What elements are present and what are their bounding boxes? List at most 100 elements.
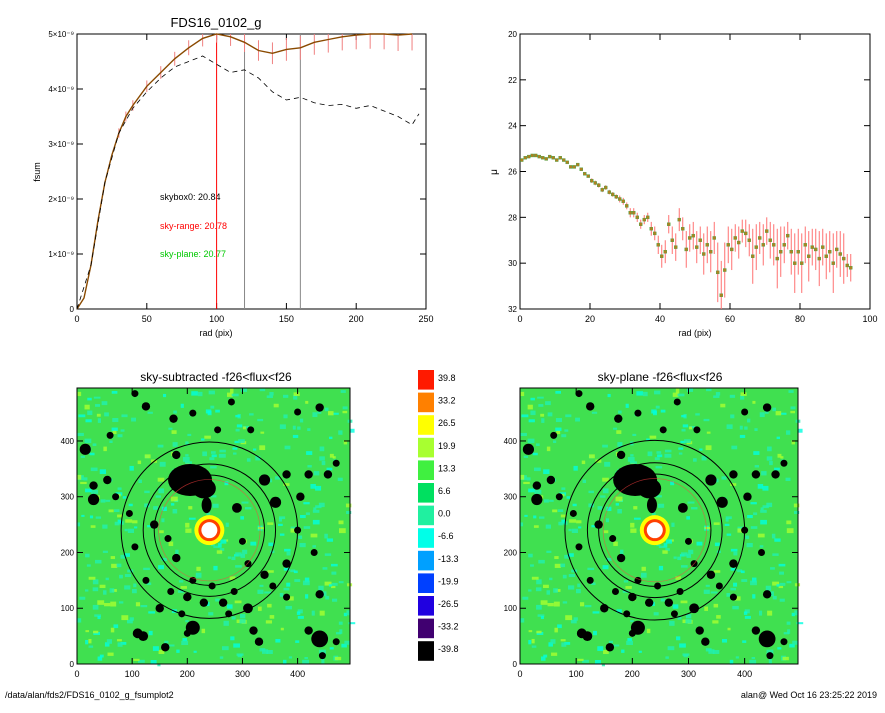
noise-patch [158, 488, 165, 494]
y-tick-label: 26 [508, 168, 517, 177]
masked-galaxy [191, 478, 216, 499]
noise-patch [157, 663, 161, 667]
noise-patch [790, 410, 796, 414]
mu-point [541, 156, 545, 160]
noise-patch [727, 627, 731, 631]
masked-source [616, 553, 626, 563]
masked-source [304, 470, 313, 479]
noise-patch [744, 426, 748, 430]
noise-patch [757, 483, 764, 489]
mu-point [656, 243, 660, 247]
masked-source [125, 509, 133, 517]
noise-patch [526, 477, 531, 481]
noise-patch [588, 490, 594, 494]
noise-patch [730, 483, 737, 486]
noise-patch [772, 553, 779, 556]
noise-patch [346, 511, 352, 514]
noise-patch [680, 600, 688, 604]
noise-patch [349, 428, 355, 433]
noise-patch [188, 506, 193, 510]
noise-patch [725, 518, 729, 522]
noise-patch [213, 545, 219, 549]
noise-patch [303, 502, 310, 505]
noise-patch [302, 659, 309, 665]
colorbar-swatch [418, 415, 434, 435]
noise-patch [106, 639, 112, 644]
masked-source [771, 470, 780, 479]
noise-patch [260, 431, 265, 434]
noise-patch [536, 604, 542, 610]
noise-patch [133, 658, 140, 661]
noise-patch [792, 640, 799, 645]
noise-patch [760, 509, 767, 513]
noise-patch [297, 426, 301, 430]
noise-patch [81, 514, 85, 517]
noise-patch [772, 595, 777, 600]
masked-source [89, 481, 98, 490]
noise-patch [99, 584, 106, 589]
y-tick-label: 400 [504, 437, 518, 446]
noise-patch [205, 409, 212, 414]
noise-patch [85, 419, 92, 423]
noise-patch [794, 583, 801, 587]
central-source-saturated [646, 522, 663, 539]
noise-patch [283, 567, 290, 571]
noise-patch [612, 644, 620, 647]
noise-patch [673, 556, 677, 559]
noise-patch [96, 413, 101, 417]
noise-patch [549, 577, 553, 581]
noise-patch [689, 425, 696, 429]
noise-patch [524, 514, 528, 517]
noise-patch [632, 433, 637, 437]
noise-patch [528, 488, 535, 493]
noise-patch [528, 589, 532, 592]
noise-patch [696, 541, 703, 546]
noise-patch [552, 440, 557, 443]
noise-patch [167, 644, 175, 647]
colorbar: 39.8 33.2 26.5 19.9 13.3 6.6 0.0 -6.6 -13.3 -19.9… [418, 370, 459, 661]
noise-patch [338, 520, 344, 525]
noise-patch [638, 650, 642, 653]
noise-patch [705, 584, 710, 587]
noise-patch [117, 434, 123, 438]
masked-source [218, 598, 228, 607]
noise-patch [312, 519, 320, 525]
masked-source [247, 426, 255, 434]
mu-point [639, 222, 643, 226]
noise-patch [310, 483, 316, 489]
x-tick-label: 100 [209, 314, 224, 324]
noise-patch [601, 663, 605, 667]
noise-patch [215, 598, 220, 602]
plot-frame [519, 33, 871, 310]
masked-source [575, 543, 583, 551]
noise-patch [739, 434, 746, 438]
mu-point [719, 293, 723, 297]
noise-patch [95, 404, 101, 407]
noise-patch [170, 503, 175, 506]
colorbar-swatch [418, 596, 434, 616]
noise-patch [273, 403, 279, 408]
noise-patch [669, 620, 675, 626]
mu-point [709, 250, 713, 254]
mu-point [803, 243, 807, 247]
noise-patch [701, 455, 707, 461]
noise-patch [187, 433, 192, 437]
noise-patch [625, 586, 632, 589]
noise-patch [714, 542, 720, 547]
noise-patch [124, 553, 130, 557]
y-tick-label: 0 [513, 660, 518, 669]
noise-patch [328, 436, 333, 440]
noise-patch [540, 600, 548, 605]
noise-patch [547, 603, 554, 607]
noise-patch [744, 609, 750, 614]
masked-source [780, 459, 788, 467]
noise-patch [549, 499, 554, 502]
mu-point [835, 247, 839, 252]
noise-patch [275, 638, 281, 643]
noise-patch [297, 609, 303, 614]
noise-patch [111, 563, 118, 568]
noise-patch [97, 656, 103, 661]
noise-patch [99, 654, 104, 658]
noise-patch [588, 454, 595, 459]
noise-patch [725, 516, 732, 520]
